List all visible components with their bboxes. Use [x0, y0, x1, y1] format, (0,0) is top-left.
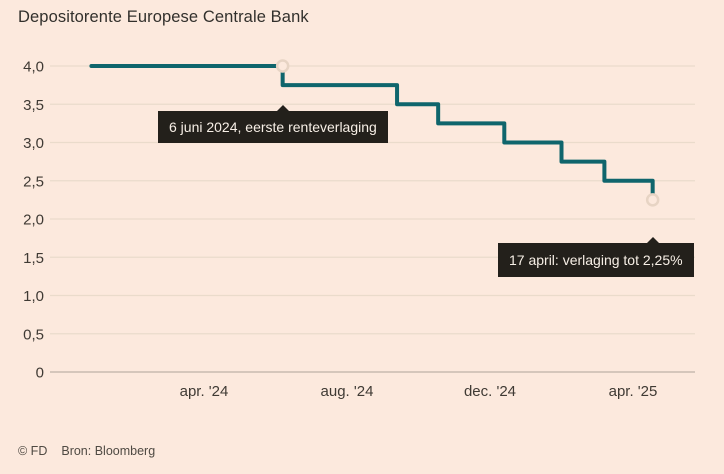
x-tick-label: dec. '24: [464, 383, 516, 400]
rate-marker: [275, 59, 290, 73]
callout-first-rate-cut: 6 juni 2024, eerste renteverlaging: [158, 105, 388, 143]
y-tick-label: 2,5: [23, 173, 44, 190]
y-tick-label: 4,0: [23, 59, 44, 76]
x-tick-label: aug. '24: [321, 383, 374, 400]
y-tick-label: 1,5: [23, 250, 44, 267]
y-tick-label: 0: [36, 365, 44, 382]
callout-april-cut-text: 17 april: verlaging tot 2,25%: [509, 252, 683, 268]
callout-pointer-up-icon: [277, 105, 289, 111]
x-tick-label: apr. '25: [609, 383, 658, 400]
x-tick-label: apr. '24: [180, 383, 229, 400]
y-tick-label: 3,5: [23, 97, 44, 114]
y-tick-label: 0,5: [23, 326, 44, 343]
callout-first-rate-cut-text: 6 juni 2024, eerste renteverlaging: [169, 119, 377, 135]
y-tick-label: 1,0: [23, 288, 44, 305]
callout-april-cut: 17 april: verlaging tot 2,25%: [498, 237, 694, 277]
y-tick-label: 3,0: [23, 135, 44, 152]
y-tick-label: 2,0: [23, 212, 44, 229]
footer: © FD Bron: Bloomberg: [18, 444, 155, 458]
chart-title: Depositorente Europese Centrale Bank: [18, 8, 309, 26]
rate-marker: [645, 193, 660, 207]
source-label: Bron: Bloomberg: [61, 444, 156, 458]
copyright-label: © FD: [18, 444, 48, 458]
rate-line: [89, 64, 655, 202]
callout-pointer-up-icon: [647, 237, 659, 243]
